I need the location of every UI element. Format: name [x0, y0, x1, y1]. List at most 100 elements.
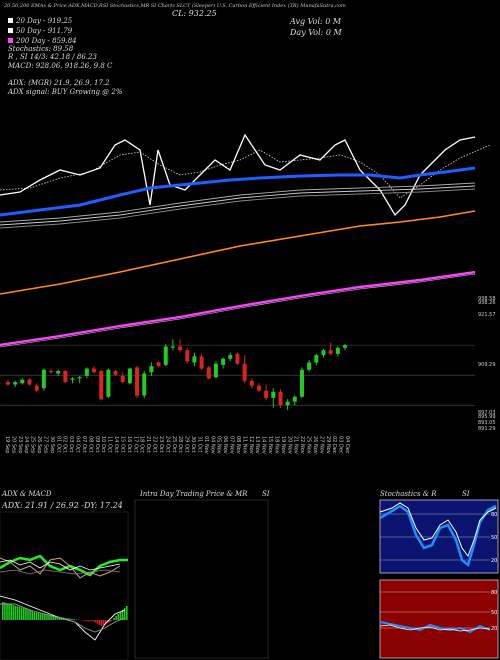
candle-body	[34, 385, 39, 391]
ema-legend-swatch	[8, 28, 13, 33]
candle-body	[221, 358, 226, 365]
macd-histogram-bar	[117, 614, 120, 620]
ema-legend-2: 200 Day - 859.84	[8, 37, 77, 45]
ema-legend-text: 50 Day - 911.79	[16, 27, 73, 35]
x-axis-date-label: 05 Nov	[216, 436, 222, 454]
macd-histogram-bar	[90, 620, 92, 621]
x-axis-date-label: 24 Oct	[164, 436, 170, 453]
x-axis-date-label: 03 Oct	[68, 436, 74, 453]
macd-histogram-bar	[71, 618, 73, 620]
x-axis-date-label: 09 Oct	[94, 436, 100, 453]
x-axis-date-label: 16 Oct	[126, 436, 132, 453]
candle-body	[135, 367, 140, 396]
x-axis-date-label: 23 Oct	[158, 436, 164, 453]
x-axis-date-label: 15 Oct	[119, 436, 125, 453]
macd-histogram-bar	[37, 612, 40, 620]
x-axis-date-label: 08 Oct	[87, 436, 93, 453]
rsi-tick: 20	[491, 626, 497, 632]
adx-panel-frame	[0, 511, 129, 660]
macd-histogram-bar	[35, 612, 38, 620]
candle-body	[163, 346, 168, 365]
x-axis-date-label: 20 Nov	[286, 436, 292, 454]
candle-body	[256, 385, 261, 391]
rsi-signal-line	[379, 624, 491, 632]
x-axis-date-label: 11 Nov	[241, 436, 247, 454]
candle-body	[285, 401, 290, 406]
macd-histogram-bar	[23, 608, 25, 620]
macd-histogram-bar	[102, 620, 105, 625]
candle-body	[20, 379, 25, 384]
candle-body	[142, 373, 147, 396]
x-axis-date-label: 26 Sep	[36, 436, 42, 453]
x-axis-date-label: 19 Nov	[280, 436, 286, 454]
candle-body	[185, 350, 190, 362]
macd-histogram-bar	[67, 618, 69, 620]
intraday-title: Intra Day Trading Price & MR	[140, 490, 248, 498]
candle-body	[321, 350, 326, 356]
right-axis-label: 893.05	[478, 420, 496, 426]
adx-line-1: ADX: (MGR) 21.9, 26.9, 17.2	[8, 79, 110, 87]
x-axis-date-label: 04 Dec	[344, 436, 350, 454]
candle-body	[113, 371, 118, 375]
candle-body	[192, 356, 197, 363]
macd-histogram-bar	[16, 606, 19, 620]
rsi-tick: 80	[491, 590, 497, 596]
candle-body	[127, 368, 132, 384]
band-line-upper	[0, 182, 476, 223]
adx-macd-title: ADX & MACD	[2, 490, 52, 498]
ema-legend-1: 50 Day - 911.79	[8, 27, 72, 35]
x-axis-date-label: 19 Sep	[4, 436, 10, 453]
candle-body	[49, 371, 54, 373]
right-axis-label: 897.03	[478, 410, 496, 416]
macd-histogram-bar	[58, 616, 61, 620]
close-price-label: CL: 932.25	[172, 9, 217, 18]
avg-volume-label: Avg Vol: 0 M	[290, 17, 342, 26]
candle-body	[228, 355, 233, 359]
candle-body	[170, 346, 175, 348]
stochastics-tick: 20	[491, 558, 497, 564]
x-axis-date-label: 12 Nov	[248, 436, 254, 454]
x-axis-date-label: 02 Dec	[331, 436, 337, 454]
macd-histogram-bar	[48, 614, 50, 620]
x-axis-date-label: 14 Oct	[113, 436, 119, 453]
adx-line	[0, 557, 121, 579]
macd-histogram-bar	[20, 607, 23, 620]
x-axis-date-label: 26 Nov	[312, 436, 318, 454]
macd-histogram-bar	[33, 612, 36, 620]
candle-body	[213, 363, 218, 378]
candle-body	[84, 368, 89, 376]
x-axis-date-label: 22 Oct	[152, 436, 158, 453]
candle-body	[278, 391, 283, 406]
x-axis-date-label: 07 Oct	[81, 436, 87, 453]
right-axis-top-label: 938.26	[478, 300, 496, 306]
day-volume-label: Day Vol: 0 M	[290, 28, 342, 37]
intraday-si-label: SI	[262, 490, 270, 498]
macd-histogram-bar	[88, 620, 90, 622]
x-axis-date-label: 04 Oct	[75, 436, 81, 453]
macd-histogram-bar	[69, 618, 71, 620]
dotted-average-line	[0, 144, 491, 199]
candle-body	[206, 367, 211, 379]
rsi-panel	[379, 579, 499, 659]
candle-body	[41, 369, 46, 389]
x-axis-date-label: 25 Nov	[306, 436, 312, 454]
macd-histogram-bar	[83, 620, 86, 621]
x-axis-date-label: 21 Nov	[293, 436, 299, 454]
macd-histogram-bar	[125, 606, 128, 620]
candle-body	[264, 390, 269, 398]
stats-line-1: R , SI 14/3: 42.18 / 86.23	[8, 53, 97, 61]
ema-20-line	[0, 166, 476, 217]
x-axis-date-label: 17 Oct	[132, 436, 138, 453]
macd-histogram-bar	[100, 620, 103, 626]
candle-body	[242, 363, 247, 381]
header-tabs-line[interactable]: 20,50,200 EMAs & Price ADX,MACD,RSI Stoc…	[4, 3, 346, 9]
x-axis-date-label: 15 Nov	[267, 436, 273, 454]
ema-legend-0: 20 Day - 919.25	[8, 17, 72, 25]
x-axis-date-label: 08 Nov	[235, 436, 241, 454]
macd-histogram-bar	[109, 620, 111, 622]
candle-body	[99, 371, 104, 400]
x-axis-date-label: 29 Nov	[325, 436, 331, 454]
candle-body	[299, 369, 304, 397]
band-line-lower	[0, 188, 476, 229]
ema-legend-text: 20 Day - 919.25	[16, 17, 73, 25]
